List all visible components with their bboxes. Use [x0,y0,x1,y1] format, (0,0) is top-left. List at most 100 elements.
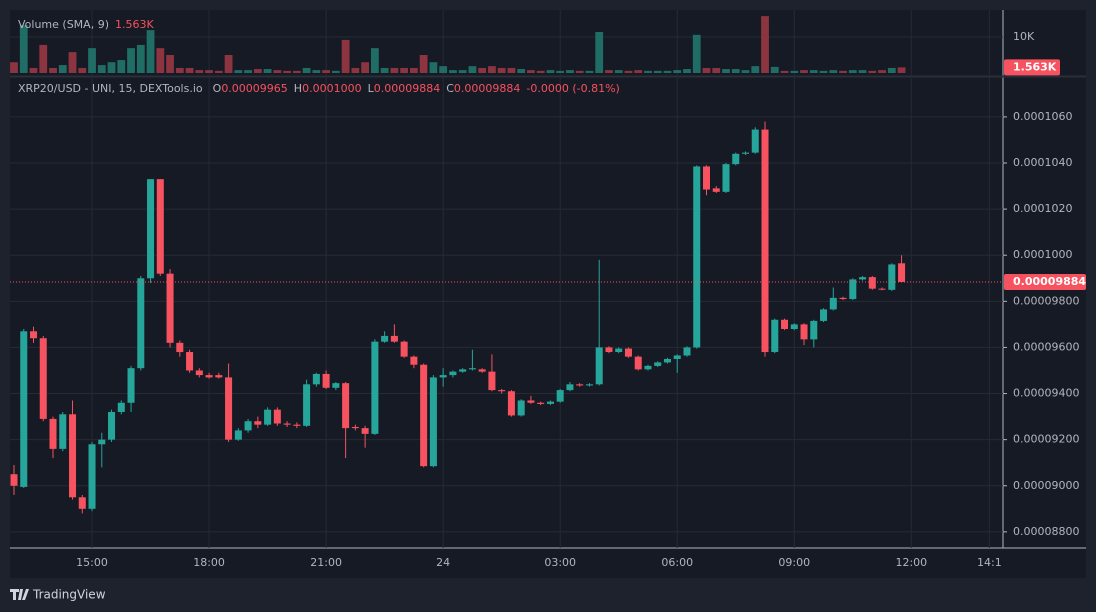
candle-body [254,421,262,425]
candle-body [20,331,28,487]
branding-text: TradingView [32,588,106,602]
volume-bar [644,70,652,73]
volume-bar [458,70,467,73]
candle-body [429,377,437,467]
candle-body [839,297,847,300]
volume-bar [19,25,28,73]
y-tick-label: 0.0001040 [1013,156,1073,169]
volume-bar [497,67,506,73]
candle-body [156,179,164,274]
candle-body [683,347,691,356]
volume-bar [58,65,67,73]
y-tick-label: 0.0001000 [1013,248,1073,261]
candle-body [546,401,554,404]
time-axis: 15:00 18:00 21:00 24 03:00 06:00 09:00 12:00 14:… [76,556,1002,569]
volume-bar [146,30,155,73]
volume-bar [536,70,545,73]
candle-body [322,373,330,388]
volume-bar [68,52,77,73]
price-pane [10,121,1003,514]
volume-bar [546,70,555,73]
candle-body [615,348,623,353]
candle-body [195,370,203,376]
x-tick-label: 09:00 [778,556,810,569]
axes: 0.0001060 0.0001040 0.0001020 0.0001000 0.00… [76,30,1086,569]
volume-bar [790,70,799,73]
volume-bar [741,70,750,73]
volume-bar [858,70,867,73]
volume-bar [390,67,399,73]
volume-bar [185,67,194,73]
volume-bar [224,55,233,73]
volume-bar [887,67,896,73]
candle-body [722,164,730,192]
candle-body [283,423,291,425]
volume-bar [478,67,487,73]
candle-body [820,309,828,321]
volume-bar [214,70,223,73]
ohlc-value: 0.00009884 [454,82,520,95]
candle-body [800,324,808,340]
volume-bar [78,67,87,73]
volume-bar [517,69,526,73]
candle-body [849,279,857,300]
candle-body [459,369,467,372]
candle-body [351,426,359,429]
volume-bar [722,69,730,73]
volume-last-label: 1.563K [1013,60,1057,73]
candle-body [595,347,603,385]
volume-bar [868,70,877,73]
candle-body [810,320,818,340]
candle-body [342,383,350,429]
volume-bar [878,70,886,73]
volume-bar [107,62,116,73]
volume-bar [527,70,535,73]
volume-bar [449,70,457,73]
volume-bar [585,70,594,73]
volume-bar [302,67,311,73]
volume-bar [848,70,857,73]
candle-body [605,347,613,353]
volume-bar [136,44,145,73]
candle-body [868,277,876,289]
candle-body [400,341,408,357]
volume-bar [673,70,682,73]
candle-body [39,338,47,419]
candle-body [410,356,418,365]
x-tick-label: 06:00 [661,556,693,569]
x-tick-label: 03:00 [544,556,576,569]
volume-bar [409,67,418,73]
candle-body [537,402,545,404]
candle-body [517,400,525,416]
volume-bar [556,70,565,73]
volume-bar [624,70,633,73]
volume-bar [97,65,106,73]
volume-bar [10,62,18,73]
volume-bar [839,70,847,73]
y-tick-label: 0.0001060 [1013,110,1073,123]
candle-body [117,402,125,412]
volume-pane [10,16,906,73]
volume-bar [692,34,701,73]
volume-bar [380,67,389,73]
candle-body [108,411,116,440]
candle-body [702,166,711,190]
candle-body [566,384,574,391]
volume-bar [614,70,623,73]
candle-body [332,383,340,388]
candle-body [390,335,398,342]
x-tick-label: 12:00 [895,556,927,569]
candle-body [225,377,233,440]
volume-bar [897,67,906,73]
candle-body [10,474,18,486]
volume-bar [117,60,126,73]
volume-bar [566,70,574,73]
volume-bar [468,66,477,73]
volume-bar [507,67,516,73]
symbol-title: XRP20/USD - UNI, 15, DEXTools.io [18,82,203,95]
candle-body [273,409,281,424]
candle-body [507,391,515,416]
volume-bar [88,48,96,73]
candle-body [654,362,662,366]
